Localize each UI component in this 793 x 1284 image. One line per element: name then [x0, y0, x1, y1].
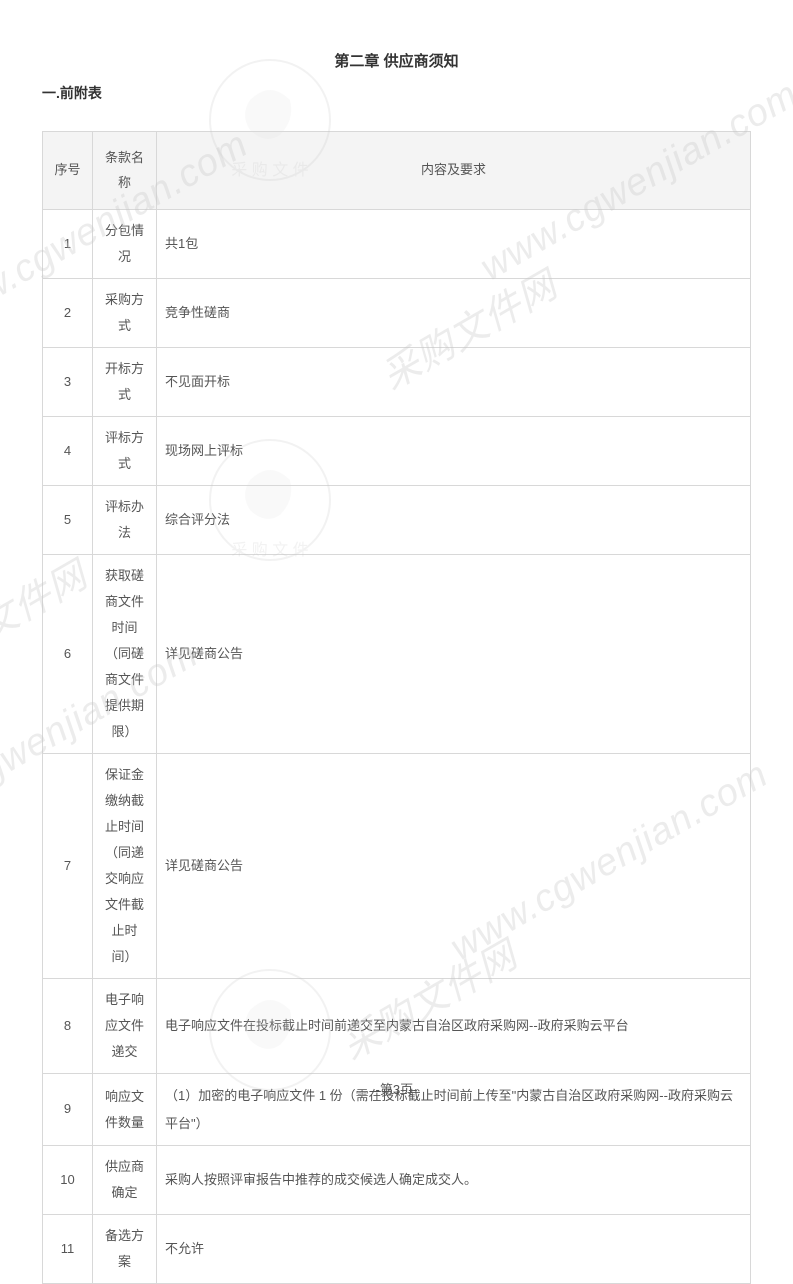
supplier-notice-table: 序号 条款名称 内容及要求 1 分包情况 共1包 2 采购方式 竞争性磋商 3 …	[42, 131, 751, 1284]
cell-num: 7	[43, 754, 93, 979]
cell-name: 获取磋商文件时间（同磋商文件提供期限）	[93, 555, 157, 754]
cell-name: 分包情况	[93, 210, 157, 279]
cell-content: 共1包	[157, 210, 751, 279]
cell-name: 评标办法	[93, 486, 157, 555]
table-row: 4 评标方式 现场网上评标	[43, 417, 751, 486]
cell-content: 采购人按照评审报告中推荐的成交候选人确定成交人。	[157, 1145, 751, 1214]
cell-num: 2	[43, 279, 93, 348]
table-row: 6 获取磋商文件时间（同磋商文件提供期限） 详见磋商公告	[43, 555, 751, 754]
cell-name: 采购方式	[93, 279, 157, 348]
cell-num: 11	[43, 1214, 93, 1283]
cell-name: 供应商确定	[93, 1145, 157, 1214]
cell-content: 不允许	[157, 1214, 751, 1283]
cell-num: 1	[43, 210, 93, 279]
cell-content: 不见面开标	[157, 348, 751, 417]
header-name: 条款名称	[93, 132, 157, 210]
cell-num: 6	[43, 555, 93, 754]
cell-num: 5	[43, 486, 93, 555]
page-number: -第3页-	[0, 1079, 793, 1098]
cell-name: 保证金缴纳截止时间（同递交响应文件截止时间）	[93, 754, 157, 979]
table-row: 11 备选方案 不允许	[43, 1214, 751, 1283]
header-num: 序号	[43, 132, 93, 210]
cell-name: 电子响应文件递交	[93, 979, 157, 1074]
table-header-row: 序号 条款名称 内容及要求	[43, 132, 751, 210]
chapter-title: 第二章 供应商须知	[42, 50, 751, 71]
header-content: 内容及要求	[157, 132, 751, 210]
cell-name: 开标方式	[93, 348, 157, 417]
cell-content: 详见磋商公告	[157, 754, 751, 979]
cell-content: 电子响应文件在投标截止时间前递交至内蒙古自治区政府采购网--政府采购云平台	[157, 979, 751, 1074]
table-row: 8 电子响应文件递交 电子响应文件在投标截止时间前递交至内蒙古自治区政府采购网-…	[43, 979, 751, 1074]
cell-num: 8	[43, 979, 93, 1074]
cell-content: 竞争性磋商	[157, 279, 751, 348]
table-row: 2 采购方式 竞争性磋商	[43, 279, 751, 348]
cell-num: 10	[43, 1145, 93, 1214]
cell-name: 评标方式	[93, 417, 157, 486]
table-row: 10 供应商确定 采购人按照评审报告中推荐的成交候选人确定成交人。	[43, 1145, 751, 1214]
table-row: 7 保证金缴纳截止时间（同递交响应文件截止时间） 详见磋商公告	[43, 754, 751, 979]
table-row: 3 开标方式 不见面开标	[43, 348, 751, 417]
cell-name: 备选方案	[93, 1214, 157, 1283]
cell-num: 4	[43, 417, 93, 486]
table-row: 1 分包情况 共1包	[43, 210, 751, 279]
cell-num: 3	[43, 348, 93, 417]
cell-content: 现场网上评标	[157, 417, 751, 486]
section-title: 一.前附表	[42, 83, 751, 103]
cell-content: 详见磋商公告	[157, 555, 751, 754]
table-row: 5 评标办法 综合评分法	[43, 486, 751, 555]
cell-content: 综合评分法	[157, 486, 751, 555]
